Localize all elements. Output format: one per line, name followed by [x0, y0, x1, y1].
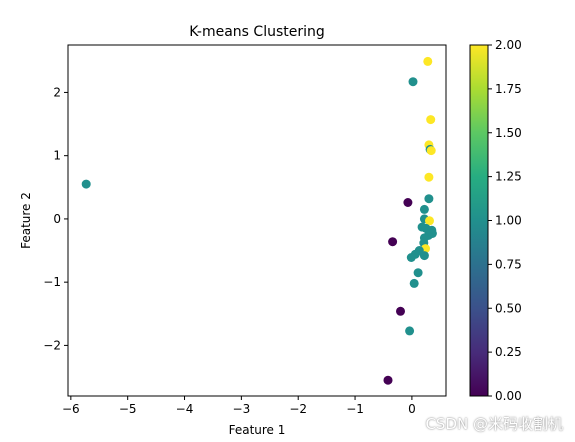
colorbar-tick-label: 1.50 — [495, 126, 522, 140]
scatter-point — [423, 56, 433, 66]
x-tick-label: 0 — [408, 402, 416, 416]
scatter-point — [383, 375, 393, 385]
y-axis-ticks: −2 −1 0 1 2 — [43, 85, 68, 352]
scatter-point — [403, 198, 413, 207]
colorbar-tick-label: 1.25 — [495, 170, 522, 184]
x-axis-label: Feature 1 — [229, 423, 286, 437]
scatter-point — [388, 237, 398, 247]
colorbar: 0.00 0.25 0.50 0.75 1.00 1.25 1.50 1.75 2.00 — [469, 38, 522, 403]
scatter-point — [426, 115, 436, 125]
x-tick-label: −3 — [233, 402, 251, 416]
scatter-point — [424, 172, 434, 182]
colorbar-tick-label: 0.75 — [495, 257, 522, 271]
scatter-point — [409, 278, 419, 288]
scatter-point — [408, 77, 418, 87]
x-axis-ticks: −6 −5 −4 −3 −2 −1 0 — [62, 396, 416, 416]
y-tick-label: −2 — [43, 338, 61, 352]
scatter-point — [419, 251, 429, 261]
x-tick-label: −2 — [289, 402, 307, 416]
x-tick-label: −1 — [346, 402, 364, 416]
y-tick-label: 0 — [53, 212, 61, 226]
colorbar-tick-label: 0.25 — [495, 345, 522, 359]
scatter-point — [425, 216, 434, 226]
x-tick-label: −4 — [176, 402, 194, 416]
colorbar-gradient — [469, 44, 489, 397]
scatter-point — [424, 194, 434, 204]
colorbar-tick-label: 1.75 — [495, 82, 522, 96]
y-tick-label: −1 — [43, 275, 61, 289]
scatter-point — [419, 204, 429, 214]
colorbar-ticks: 0.00 0.25 0.50 0.75 1.00 1.25 1.50 1.75 2.00 — [488, 38, 522, 403]
scatter-points — [81, 56, 437, 385]
colorbar-tick-label: 0.50 — [495, 301, 522, 315]
colorbar-tick-label: 1.00 — [495, 214, 522, 228]
scatter-point — [405, 326, 415, 336]
colorbar-tick-label: 0.00 — [495, 389, 522, 403]
plot-area: −6 −5 −4 −3 −2 −1 0 −2 −1 0 1 2 — [43, 44, 447, 416]
scatter-point — [413, 268, 423, 278]
y-tick-label: 2 — [53, 85, 61, 99]
colorbar-tick-label: 2.00 — [495, 38, 522, 52]
plot-frame — [67, 44, 447, 397]
x-tick-label: −5 — [119, 402, 137, 416]
chart-title: K-means Clustering — [189, 24, 325, 40]
y-axis-label: Feature 2 — [19, 192, 33, 249]
watermark: CSDN @米码收割机 — [425, 415, 563, 433]
scatter-point — [406, 253, 416, 262]
scatter-point — [81, 179, 91, 189]
y-tick-label: 1 — [53, 149, 61, 163]
scatter-point — [426, 146, 436, 156]
scatter-point — [396, 306, 405, 316]
x-tick-label: −6 — [62, 402, 80, 416]
